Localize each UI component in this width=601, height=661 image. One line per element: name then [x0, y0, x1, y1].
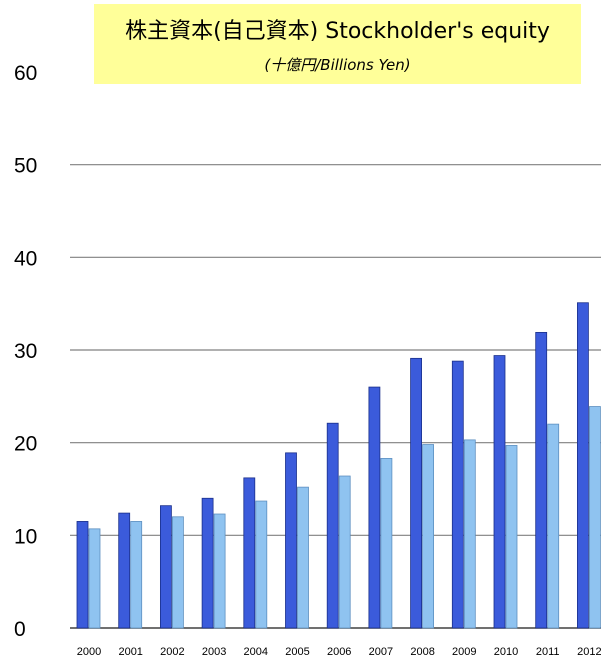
y-tick-label: 50: [14, 155, 37, 178]
bar-series2-2004: [255, 500, 268, 629]
bar-series1-2001: [118, 512, 131, 629]
y-tick-label: 60: [14, 62, 37, 85]
bar-series1-2009: [451, 360, 464, 629]
bar-series1-2004: [243, 477, 256, 629]
y-tick-label: 30: [14, 340, 37, 363]
chart-title: 株主資本(自己資本) Stockholder's equity: [125, 19, 550, 44]
bar-series1-2006: [326, 422, 339, 629]
bar-series2-2005: [297, 486, 309, 629]
bar-series1-2012: [577, 302, 589, 629]
bar-series2-2003: [213, 513, 226, 629]
x-tick-label: 2012: [577, 646, 601, 658]
bar-series2-2006: [338, 475, 351, 629]
bar-series1-2003: [201, 497, 214, 629]
x-tick-label: 2000: [77, 646, 101, 658]
x-tick-label: 2011: [536, 646, 560, 658]
x-tick-label: 2004: [244, 646, 268, 658]
bar-series1-2005: [285, 452, 297, 629]
bar-series1-2010: [493, 355, 506, 629]
bar-series2-2007: [380, 458, 393, 629]
bar-series2-2001: [130, 521, 143, 629]
x-tick-label: 2003: [202, 646, 226, 658]
y-tick-label: 10: [14, 525, 37, 548]
bar-series2-2002: [171, 516, 184, 629]
x-tick-label: 2005: [285, 646, 309, 658]
bar-series2-2008: [422, 444, 435, 629]
x-tick-label: 2008: [410, 646, 434, 658]
bar-series2-2000: [88, 528, 101, 629]
bar-series2-2009: [463, 439, 476, 629]
x-tick-label: 2006: [327, 646, 351, 658]
bar-series1-2011: [535, 331, 548, 629]
bar-series1-2007: [368, 386, 381, 629]
chart-title-box: 株主資本(自己資本) Stockholder's equity (十億円/Bil…: [94, 4, 581, 84]
bar-series1-2008: [410, 357, 423, 629]
y-tick-label: 0: [14, 618, 26, 641]
x-tick-label: 2007: [369, 646, 393, 658]
chart-subtitle: (十億円/Billions Yen): [264, 56, 411, 74]
bar-series1-2000: [76, 521, 89, 629]
bar-series2-2011: [547, 423, 560, 629]
y-tick-label: 40: [14, 247, 37, 270]
bar-series2-2012: [589, 406, 601, 629]
x-tick-label: 2001: [118, 646, 142, 658]
x-tick-label: 2009: [452, 646, 476, 658]
bar-series1-2002: [159, 505, 172, 629]
x-tick-label: 2002: [160, 646, 184, 658]
x-tick-label: 2010: [494, 646, 518, 658]
y-tick-label: 20: [14, 433, 37, 456]
bar-series2-2010: [505, 445, 518, 629]
